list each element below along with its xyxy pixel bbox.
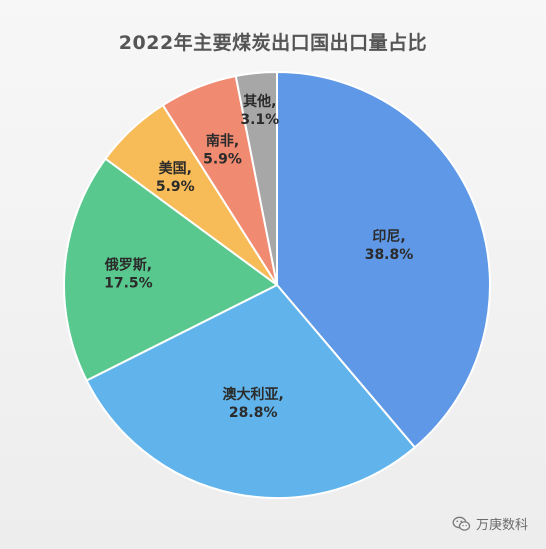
slice-label-name: 澳大利亚, — [223, 386, 284, 403]
slice-label-percent: 5.9% — [203, 152, 242, 168]
slice-label-5: 其他, 3.1% — [240, 93, 279, 128]
slice-label-name: 南非, — [206, 133, 239, 150]
slice-label-percent: 5.9% — [156, 179, 195, 195]
wechat-icon — [452, 516, 471, 531]
slice-label-name: 其他, — [243, 93, 276, 110]
slice-label-4: 南非, 5.9% — [203, 133, 242, 168]
pie-slice-0 — [276, 71, 491, 449]
pie-slice-1 — [85, 284, 416, 499]
chart-title: 2022年主要煤炭出口国出口量占比 — [118, 32, 428, 54]
watermark: 万庚数科 — [452, 514, 528, 533]
slice-label-name: 印尼, — [372, 228, 405, 245]
slice-label-1: 澳大利亚, 28.8% — [223, 386, 284, 421]
slice-label-percent: 17.5% — [104, 275, 153, 291]
slice-label-name: 美国, — [159, 160, 192, 177]
watermark-text: 万庚数科 — [476, 518, 529, 533]
slice-label-0: 印尼, 38.8% — [365, 228, 414, 263]
slice-label-percent: 28.8% — [229, 405, 278, 421]
slice-label-2: 俄罗斯, 17.5% — [104, 256, 153, 291]
slice-label-percent: 3.1% — [240, 112, 279, 128]
slice-label-3: 美国, 5.9% — [156, 160, 195, 195]
slice-label-percent: 38.8% — [365, 247, 414, 263]
pie-slice-5 — [234, 71, 278, 286]
slice-label-name: 俄罗斯, — [104, 256, 152, 273]
pie-slice-2 — [63, 157, 278, 382]
